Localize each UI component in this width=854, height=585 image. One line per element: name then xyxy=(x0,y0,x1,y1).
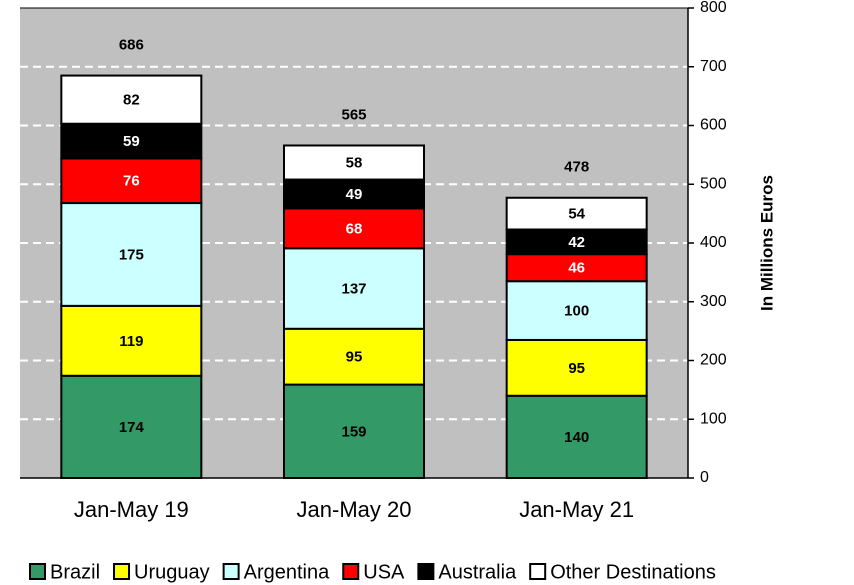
bar-segment xyxy=(60,122,203,160)
data-label: 46 xyxy=(568,260,585,277)
legend-swatch xyxy=(529,563,547,580)
data-label: 59 xyxy=(123,133,140,150)
data-label: 58 xyxy=(346,154,363,171)
y-tick-label: 0 xyxy=(700,469,709,486)
data-label: 137 xyxy=(341,281,366,298)
y-axis-label: In Millions Euros xyxy=(757,175,776,311)
legend-label: Australia xyxy=(438,561,517,583)
legend-swatch xyxy=(29,563,46,580)
bar-segment xyxy=(283,144,425,181)
bar-segment xyxy=(505,338,648,397)
y-tick-label: 500 xyxy=(700,175,727,192)
legend-swatch xyxy=(222,563,240,580)
y-tick-label: 800 xyxy=(700,0,727,16)
legend-label: Uruguay xyxy=(134,561,210,583)
data-label: 95 xyxy=(568,360,585,377)
y-tick-label: 400 xyxy=(700,234,727,251)
bar-segment xyxy=(505,196,648,231)
data-label: 76 xyxy=(123,173,140,190)
bar-segment xyxy=(505,394,648,479)
legend-label: Argentina xyxy=(244,561,330,583)
bar-segment xyxy=(283,383,425,479)
data-label: 42 xyxy=(568,234,585,251)
total-label: 565 xyxy=(341,106,366,123)
data-label: 119 xyxy=(119,333,143,350)
data-label: 82 xyxy=(123,92,140,109)
legend-swatch xyxy=(113,563,131,580)
x-tick-label: Jan-May 20 xyxy=(297,497,412,522)
x-tick-label: Jan-May 19 xyxy=(74,497,189,522)
legend-swatch xyxy=(342,563,360,580)
data-label: 175 xyxy=(119,246,144,263)
data-label: 49 xyxy=(346,186,363,203)
bar-segment xyxy=(60,157,203,205)
legend-label: Brazil xyxy=(50,561,100,583)
bar-segment xyxy=(60,202,203,307)
y-tick-label: 100 xyxy=(700,410,727,427)
x-tick-label: Jan-May 21 xyxy=(519,497,634,522)
bar-segment xyxy=(505,253,648,283)
y-tick-label: 600 xyxy=(700,117,727,134)
bar-segment xyxy=(283,327,425,386)
y-tick-label: 300 xyxy=(700,293,727,310)
data-label: 95 xyxy=(346,349,363,366)
bar-segment xyxy=(60,374,203,479)
y-tick-label: 700 xyxy=(700,58,727,75)
bar-segment xyxy=(60,74,203,125)
legend-swatch xyxy=(417,563,435,580)
data-label: 140 xyxy=(564,429,589,446)
data-label: 159 xyxy=(341,423,366,440)
bar-segment xyxy=(283,247,425,330)
data-label: 54 xyxy=(568,206,585,223)
data-label: 100 xyxy=(564,303,589,320)
y-tick-label: 200 xyxy=(700,352,727,369)
bar-segment xyxy=(60,304,203,377)
bar-segment xyxy=(505,280,648,341)
legend-label: Other Destinations xyxy=(550,561,716,583)
data-label: 68 xyxy=(346,220,363,237)
legend-label: USA xyxy=(363,561,405,583)
bar-segment xyxy=(283,178,425,210)
total-label: 478 xyxy=(564,159,589,176)
total-label: 686 xyxy=(119,37,144,54)
data-label: 174 xyxy=(119,419,145,436)
